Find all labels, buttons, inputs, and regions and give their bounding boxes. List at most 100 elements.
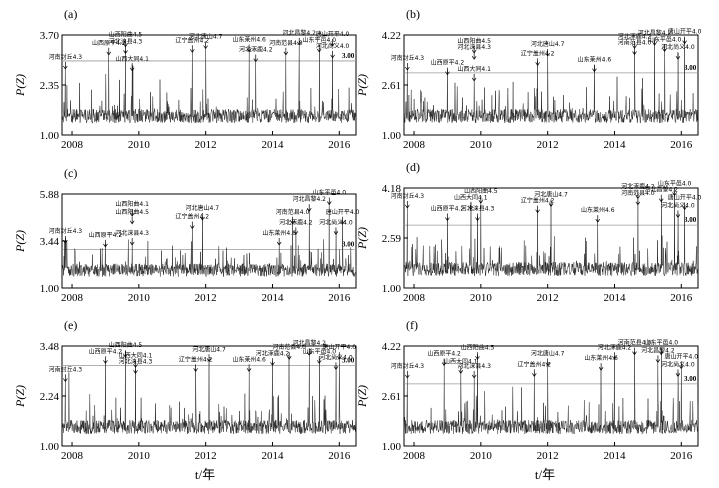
event-label: 河北涞县4.3: [119, 357, 153, 365]
event-arrowhead: [445, 71, 450, 76]
event-arrowhead: [283, 51, 289, 56]
event-label: 河北唐山4.7: [531, 349, 565, 357]
y-axis-label: P(Z): [355, 74, 369, 97]
event-label: 山东平邑4.0: [312, 189, 346, 197]
y-axis-label: P(Z): [355, 227, 369, 250]
series-line: [403, 350, 699, 435]
panel-1: 3.00 1.00 2.61 4.22 2008 2010 2012 2014 2016 (b) P…: [355, 7, 702, 151]
y-axis-label: P(Z): [13, 74, 27, 97]
threshold-label: 3.00: [342, 240, 355, 248]
x-tick-label: 2014: [261, 292, 284, 304]
event-label: 河北涞县4.3: [115, 229, 149, 237]
event-arrowhead: [471, 77, 477, 82]
x-tick-label: 2012: [195, 450, 217, 462]
event-label: 唐山开平4.0: [326, 208, 360, 216]
x-tick-label: 2010: [470, 139, 493, 151]
threshold-label: 3.00: [684, 64, 697, 72]
event-arrowhead: [246, 368, 252, 372]
panel-letter: (f): [406, 318, 418, 332]
x-tick-label: 2016: [670, 292, 693, 304]
event-arrowhead: [333, 366, 339, 370]
event-label: 河北唐山4.7: [186, 204, 220, 212]
event-label: 山西阳曲4.5: [109, 341, 143, 349]
event-label: 山西原平4.2: [431, 205, 465, 213]
x-tick-label: 2008: [61, 450, 84, 462]
y-tick-label: 2.24: [40, 391, 60, 403]
x-tick-label: 2014: [261, 450, 284, 462]
panel-5: 3.00 1.00 2.61 4.22 2008 2010 2012 2014 2016 (f) P…: [355, 318, 699, 462]
x-tick-label: 2014: [603, 139, 626, 151]
panel-letter: (c): [64, 166, 77, 180]
event-label: 山西阳曲4.5: [461, 343, 495, 351]
event-label: 河北尚义4.0: [661, 201, 695, 209]
x-tick-label: 2008: [403, 450, 426, 462]
x-tick-label: 2008: [403, 292, 426, 304]
event-arrowhead: [203, 45, 208, 50]
event-arrowhead: [63, 239, 68, 244]
event-arrowhead: [123, 354, 128, 358]
event-label: 山西原平4.2: [89, 347, 123, 355]
event-arrowhead: [475, 217, 480, 222]
event-label: 河北唐山4.7: [534, 190, 568, 198]
event-arrowhead: [441, 362, 447, 367]
y-tick-label: 1.00: [40, 283, 60, 295]
event-label: 辽宁盖州4.2: [176, 36, 210, 44]
event-label: 河南范县4.0: [276, 208, 310, 216]
event-arrowhead: [672, 192, 677, 197]
event-arrowhead: [535, 62, 540, 66]
event-label: 山西原平4.2: [92, 39, 126, 47]
y-axis-label: P(Z): [13, 230, 27, 253]
event-arrowhead: [682, 206, 687, 211]
y-tick-label: 2.61: [382, 80, 401, 92]
event-label: 山西大同4.1: [444, 357, 478, 365]
event-label: 河北涿鹿4.2: [598, 343, 632, 351]
event-label: 山西阳曲4.5: [457, 37, 491, 45]
event-arrowhead: [635, 201, 641, 206]
event-label: 山东莱州4.6: [584, 354, 618, 362]
event-label: 山西大同4.1: [454, 194, 488, 202]
event-label: 河北涿鹿4.2: [621, 183, 655, 191]
event-arrowhead: [129, 212, 135, 217]
event-label: 河北涞县4.3: [109, 37, 143, 45]
event-arrowhead: [679, 365, 684, 370]
event-label: 山东平邑4.0: [658, 179, 692, 187]
event-arrowhead: [190, 225, 195, 230]
x-tick-label: 2016: [328, 139, 351, 151]
event-arrowhead: [545, 52, 550, 57]
event-arrowhead: [632, 51, 637, 56]
event-arrowhead: [468, 206, 474, 211]
threshold-label: 3.00: [684, 216, 697, 224]
event-arrowhead: [103, 243, 108, 248]
x-axis-label: t/年: [195, 467, 215, 482]
event-arrowhead: [548, 203, 554, 208]
y-tick-label: 1.00: [382, 441, 402, 453]
series-line: [61, 201, 357, 277]
event-arrowhead: [330, 42, 335, 47]
event-arrowhead: [592, 68, 597, 73]
y-axis-label: P(Z): [13, 385, 27, 408]
event-arrowhead: [478, 200, 484, 204]
event-arrowhead: [333, 231, 339, 235]
event-arrowhead: [133, 370, 138, 374]
x-tick-label: 2014: [603, 450, 626, 462]
event-label: 唐山开平4.0: [668, 28, 702, 36]
panel-2: 3.00 1.00 3.44 5.88 2008 2010 2012 2014 2016 (c) P…: [13, 166, 360, 304]
event-label: 河北昌黎4.2: [641, 346, 675, 354]
event-label: 唐山开平4.0: [665, 353, 699, 361]
x-tick-label: 2012: [537, 292, 559, 304]
event-label: 山东平邑4.0: [648, 35, 682, 43]
event-label: 山西阳曲4.5: [464, 187, 498, 195]
event-arrowhead: [405, 204, 410, 209]
y-tick-label: 3.70: [40, 30, 60, 42]
event-label: 山东平邑4.0: [302, 36, 336, 44]
x-tick-label: 2016: [670, 450, 693, 462]
event-label: 山西原平4.2: [431, 59, 465, 67]
x-tick-label: 2014: [261, 139, 284, 151]
event-label: 山西阳曲4.5: [109, 31, 143, 39]
event-label: 唐山开平4.0: [323, 343, 357, 351]
event-arrowhead: [337, 356, 342, 360]
event-arrowhead: [330, 54, 335, 59]
y-tick-label: 4.22: [382, 30, 401, 42]
event-arrowhead: [129, 241, 135, 246]
